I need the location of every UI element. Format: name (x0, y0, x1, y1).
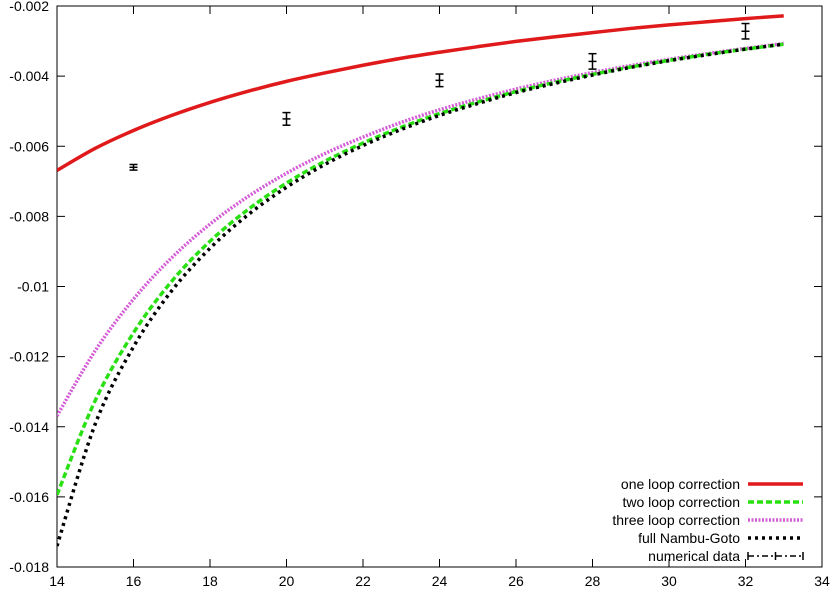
series-line-three-loop-correction (57, 41, 784, 417)
data-point (435, 73, 444, 88)
legend-label: two loop correction (622, 494, 740, 510)
x-tick-label: 28 (585, 573, 601, 589)
x-tick-label: 26 (508, 573, 524, 589)
legend-item: one loop correction (621, 476, 803, 492)
data-point (129, 163, 138, 171)
x-tick-label: 32 (738, 573, 754, 589)
y-tick-label: -0.008 (9, 208, 49, 224)
data-point (588, 52, 597, 70)
x-tick-label: 16 (126, 573, 142, 589)
legend-label: full Nambu-Goto (638, 530, 740, 546)
x-tick-label: 14 (49, 573, 65, 589)
x-tick-label: 20 (279, 573, 295, 589)
data-point (282, 111, 291, 126)
data-point (741, 22, 750, 40)
series-line-full-nambu-goto (57, 42, 784, 547)
legend: one loop correction two loop correction th… (612, 476, 804, 564)
legend-label: three loop correction (612, 512, 740, 528)
legend-item: numerical data (648, 548, 804, 564)
y-tick-label: -0.002 (9, 0, 49, 14)
y-tick-label: -0.014 (9, 419, 49, 435)
y-tick-label: -0.016 (9, 489, 49, 505)
series-line-two-loop-correction (57, 42, 784, 496)
legend-item: full Nambu-Goto (638, 530, 803, 546)
x-tick-label: 30 (661, 573, 677, 589)
series-line-one-loop-correction (57, 14, 784, 172)
legend-item: two loop correction (622, 494, 803, 510)
y-tick-label: -0.006 (9, 138, 49, 154)
y-tick-label: -0.01 (17, 279, 49, 295)
y-tick-label: -0.004 (9, 68, 49, 84)
legend-label: numerical data (648, 548, 740, 564)
y-tick-label: -0.012 (9, 349, 49, 365)
y-tick-label: -0.018 (9, 559, 49, 575)
x-tick-label: 22 (355, 573, 371, 589)
x-tick-label: 24 (432, 573, 448, 589)
legend-label: one loop correction (621, 476, 740, 492)
x-tick-label: 34 (814, 573, 830, 589)
x-tick-label: 18 (202, 573, 218, 589)
legend-item: three loop correction (612, 512, 803, 528)
